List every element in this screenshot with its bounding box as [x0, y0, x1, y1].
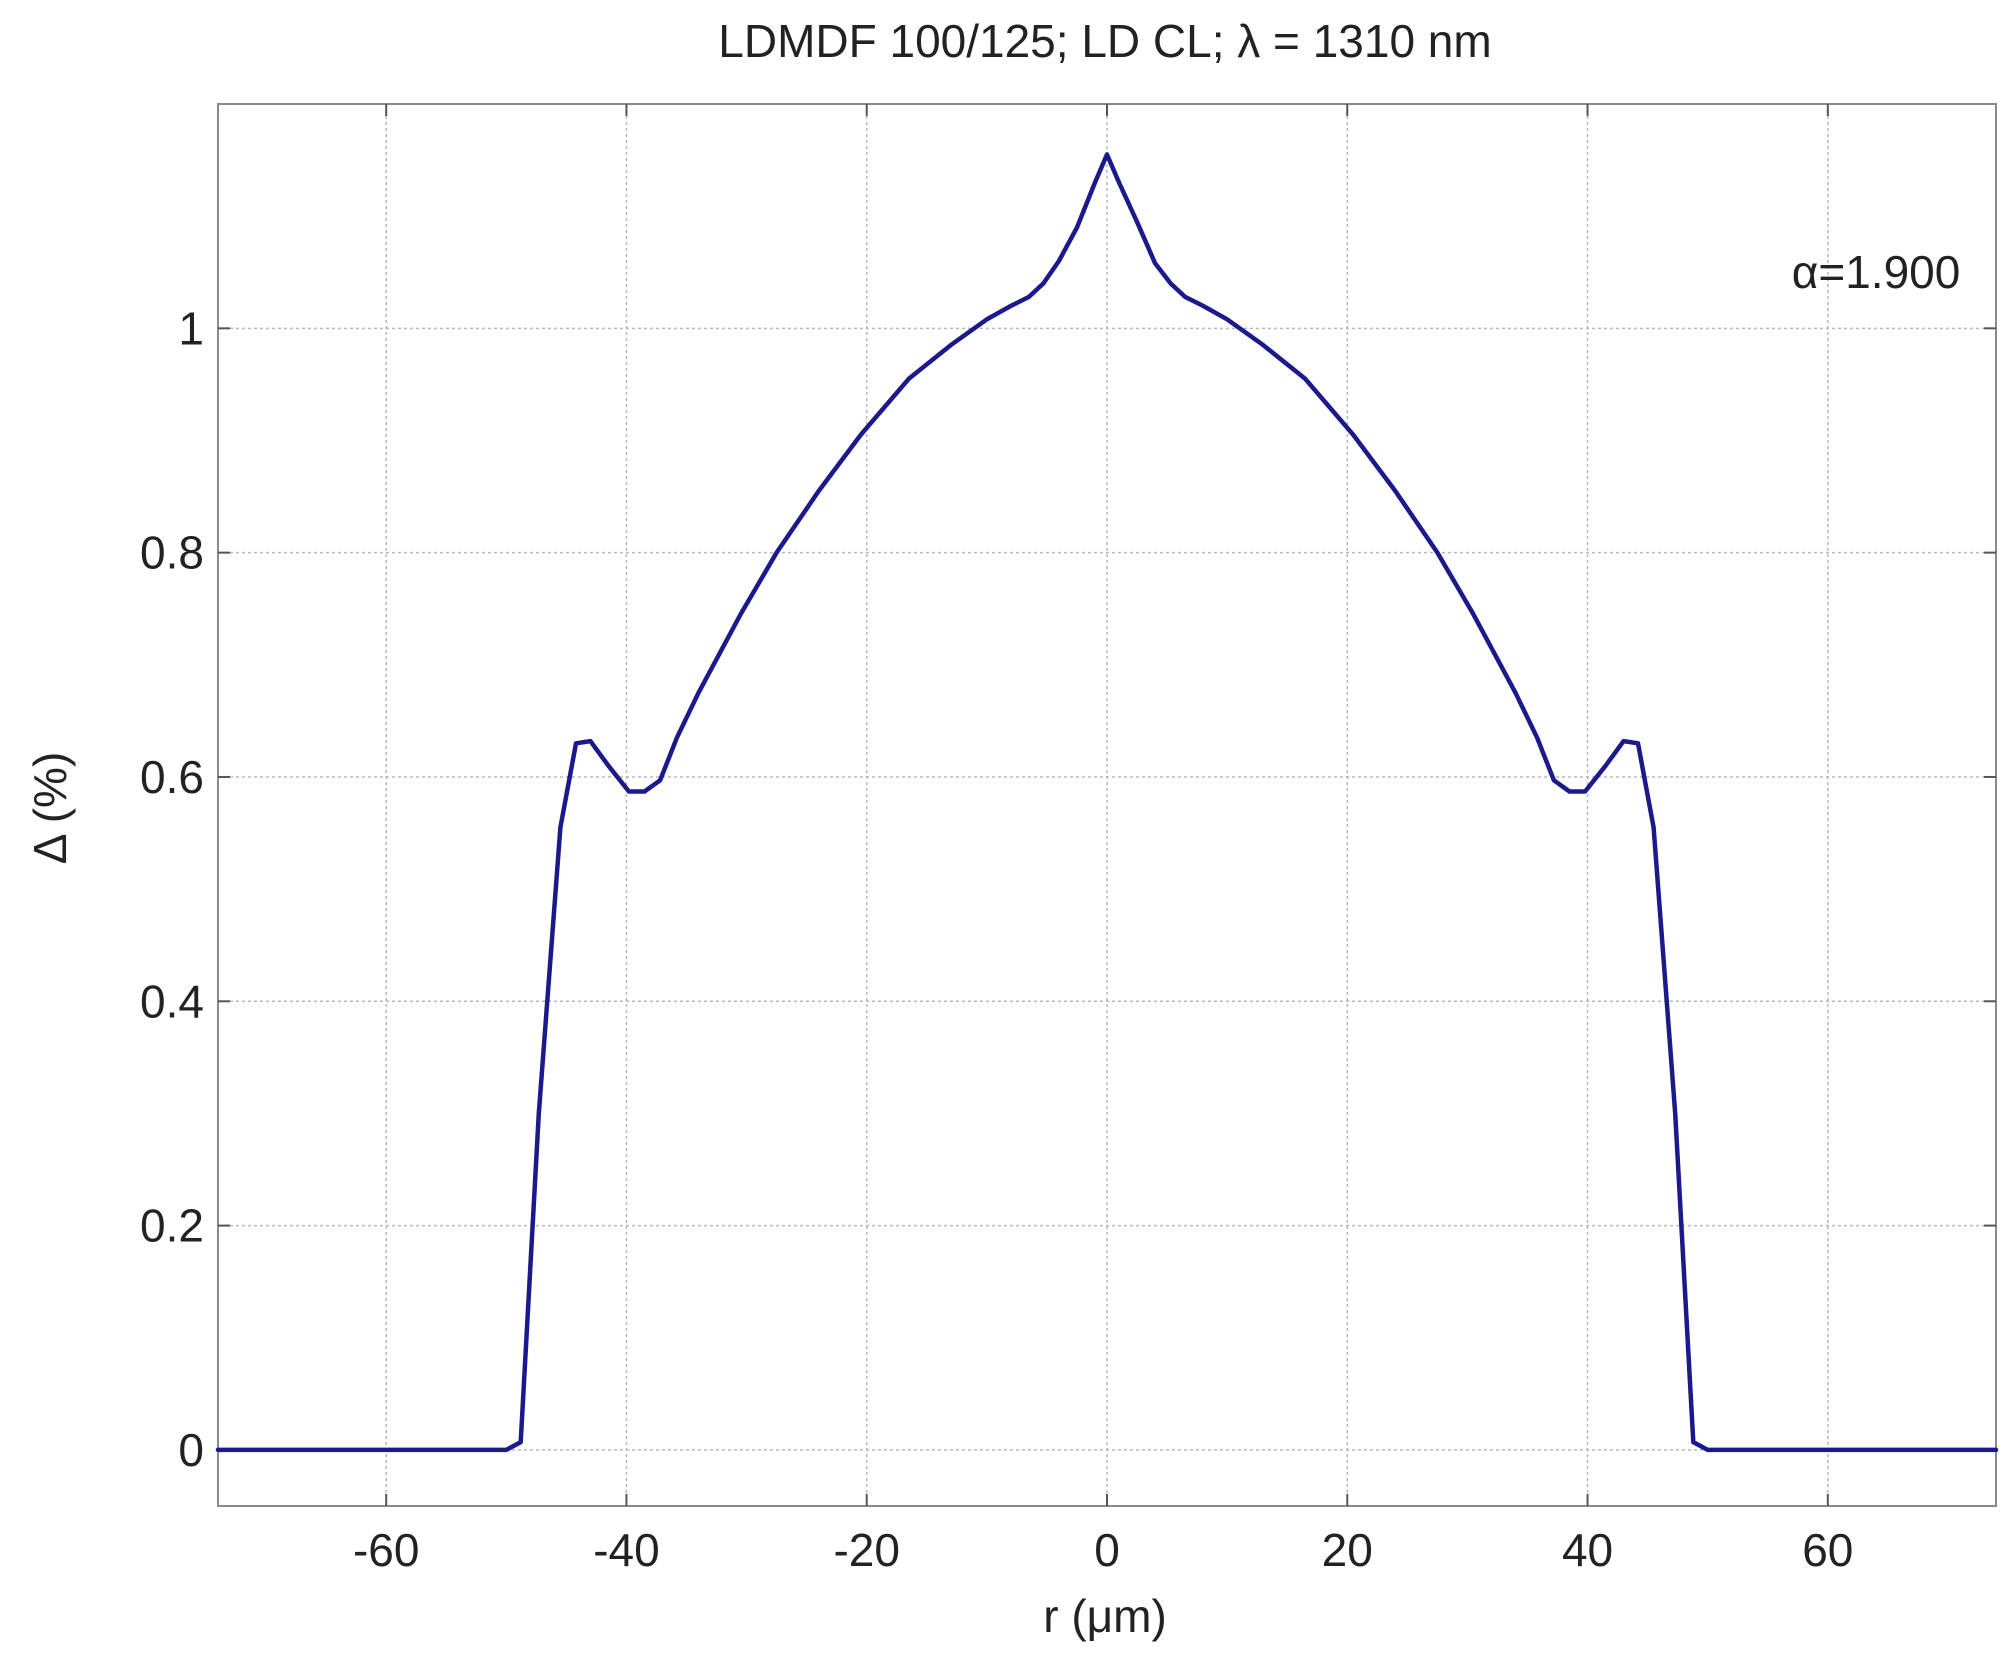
y-tick-label: 1: [178, 302, 204, 354]
y-tick-labels: 0 0.2 0.4 0.6 0.8 1: [140, 302, 204, 1476]
y-tick-label: 0: [178, 1424, 204, 1476]
x-tick-label: 20: [1322, 1524, 1373, 1576]
chart-title: LDMDF 100/125; LD CL; λ = 1310 nm: [718, 15, 1491, 67]
y-axis-label: Δ (%): [24, 752, 76, 865]
grid-lines: [218, 104, 1996, 1506]
x-tick-label: 40: [1562, 1524, 1613, 1576]
series-line-delta-profile: [215, 152, 1999, 1453]
x-tick-label: -40: [593, 1524, 659, 1576]
y-tick-label: 0.6: [140, 751, 204, 803]
y-tick-label: 0.2: [140, 1200, 204, 1252]
x-tick-label: 0: [1094, 1524, 1120, 1576]
axis-ticks: [218, 104, 1996, 1506]
x-axis-label: r (μm): [1043, 1590, 1167, 1642]
y-tick-label: 0.4: [140, 975, 204, 1027]
x-tick-label: 60: [1802, 1524, 1853, 1576]
alpha-annotation: α=1.900: [1792, 246, 1961, 298]
x-tick-labels: -60 -40 -20 0 20 40 60: [353, 1524, 1853, 1576]
x-tick-label: -20: [833, 1524, 899, 1576]
y-tick-label: 0.8: [140, 527, 204, 579]
x-tick-label: -60: [353, 1524, 419, 1576]
